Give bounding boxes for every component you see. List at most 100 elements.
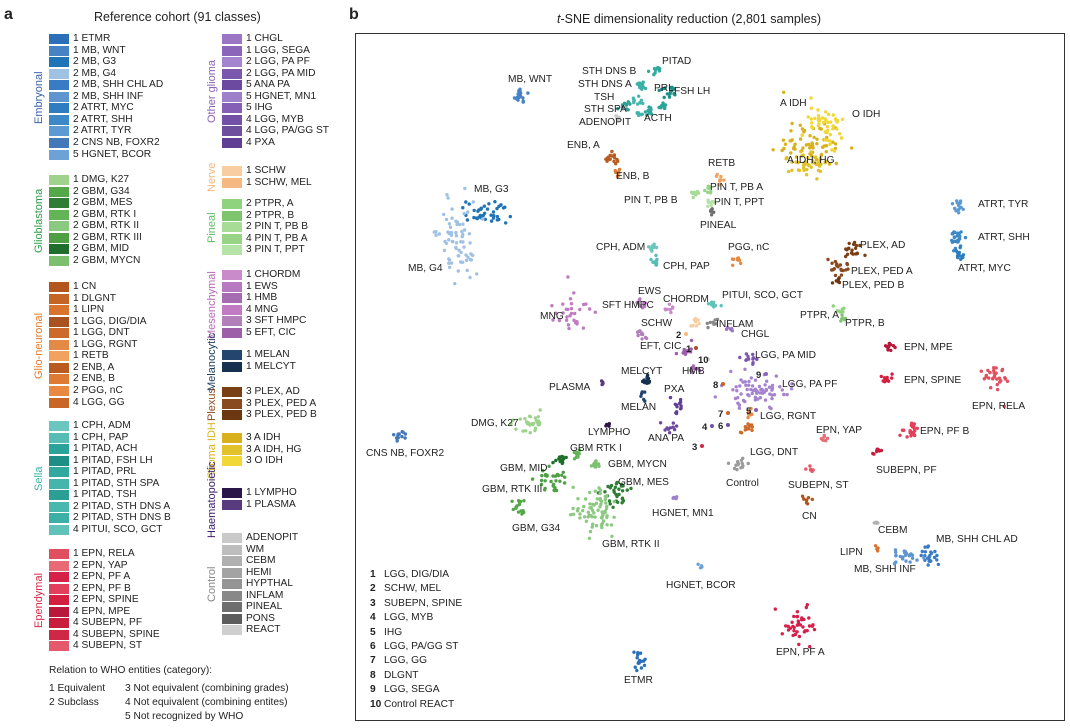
data-point — [770, 386, 775, 390]
data-point — [640, 390, 644, 394]
data-point — [928, 553, 932, 558]
cluster-points — [831, 304, 846, 314]
data-point — [958, 245, 962, 250]
data-point — [459, 240, 463, 244]
data-point — [467, 232, 472, 236]
data-point — [735, 389, 739, 393]
legend-label: 1 EPN, RELA — [73, 548, 135, 559]
data-point — [739, 392, 743, 396]
data-point — [748, 411, 752, 416]
data-point — [801, 163, 806, 168]
data-point — [489, 213, 493, 217]
legend-swatch — [49, 595, 69, 606]
legend-label: 2 GBM, RTK II — [73, 220, 140, 232]
data-point — [812, 155, 817, 159]
numbered-marker: 6 — [718, 421, 724, 432]
data-point — [610, 149, 614, 154]
data-point — [447, 222, 452, 226]
data-point — [640, 331, 644, 335]
legend-swatch — [49, 641, 69, 652]
cluster-points — [604, 422, 611, 428]
data-point — [797, 634, 802, 639]
legend-label: 4 MNG — [246, 303, 279, 315]
data-point — [736, 462, 740, 467]
data-point — [604, 494, 609, 498]
key-number: 6 — [370, 641, 376, 652]
data-point — [586, 515, 590, 519]
data-point — [569, 302, 574, 306]
cluster-points — [919, 544, 941, 567]
cluster-points — [883, 341, 897, 353]
cluster-label: CNS NB, FOXR2 — [366, 448, 445, 459]
data-point — [461, 206, 465, 210]
data-point — [706, 325, 710, 330]
data-point — [639, 394, 643, 398]
data-point — [613, 169, 617, 173]
cluster-points — [639, 390, 647, 403]
data-point — [883, 376, 887, 381]
key-label: SCHW, MEL — [384, 583, 442, 595]
data-point — [643, 110, 648, 114]
data-point — [790, 620, 794, 624]
data-point — [816, 168, 821, 173]
legend-label: 2 GBM, G34 — [73, 185, 130, 197]
data-point — [571, 512, 576, 516]
data-point — [449, 231, 453, 235]
data-point — [646, 69, 651, 73]
data-point — [823, 138, 827, 142]
legend-swatch — [222, 499, 242, 510]
data-point — [613, 485, 618, 489]
data-point — [816, 108, 820, 112]
legend-label: 2 EPN, SPINE — [73, 594, 139, 606]
data-point — [598, 505, 602, 509]
data-point — [717, 183, 722, 187]
data-point — [786, 624, 790, 628]
data-point — [722, 178, 726, 182]
data-point — [633, 665, 637, 669]
data-point — [900, 428, 905, 432]
legend-swatch — [49, 244, 69, 255]
legend-swatch — [49, 45, 69, 56]
data-point — [769, 406, 773, 411]
data-point — [643, 390, 647, 394]
legend-swatch — [49, 198, 69, 209]
key-label: LGG, SEGA — [384, 684, 440, 696]
data-point — [608, 502, 612, 506]
cluster-points — [647, 242, 659, 253]
data-point — [495, 218, 500, 222]
data-point — [675, 495, 679, 499]
legend-label: 2 PIN T, PB B — [246, 221, 309, 233]
legend-label: 2 ATRT, TYR — [73, 125, 132, 137]
data-point — [956, 231, 960, 235]
data-point — [809, 117, 813, 121]
data-point — [645, 113, 649, 117]
data-point — [598, 497, 602, 501]
data-point — [643, 335, 648, 340]
data-point — [521, 429, 525, 433]
cluster-points — [950, 199, 965, 215]
panel-b-letter: b — [349, 6, 359, 23]
data-point — [554, 479, 558, 483]
data-point — [450, 239, 454, 244]
data-point — [552, 488, 556, 492]
data-point — [595, 497, 600, 501]
cluster-label: ETMR — [624, 675, 653, 686]
data-point — [877, 449, 881, 453]
numbered-cluster-point — [726, 411, 730, 415]
data-point — [589, 514, 593, 518]
key-label: LGG, GG — [384, 655, 428, 667]
data-point — [464, 253, 468, 257]
data-point — [674, 351, 679, 356]
data-point — [641, 101, 645, 106]
data-point — [669, 310, 673, 315]
data-point — [726, 461, 731, 465]
data-point — [522, 499, 526, 503]
data-point — [642, 301, 646, 305]
data-point — [692, 318, 697, 322]
legend-label: PONS — [246, 612, 275, 624]
legend-swatch — [222, 410, 242, 421]
data-point — [448, 225, 453, 229]
legend-swatch — [49, 444, 69, 455]
data-point — [957, 252, 961, 257]
data-point — [989, 386, 993, 390]
